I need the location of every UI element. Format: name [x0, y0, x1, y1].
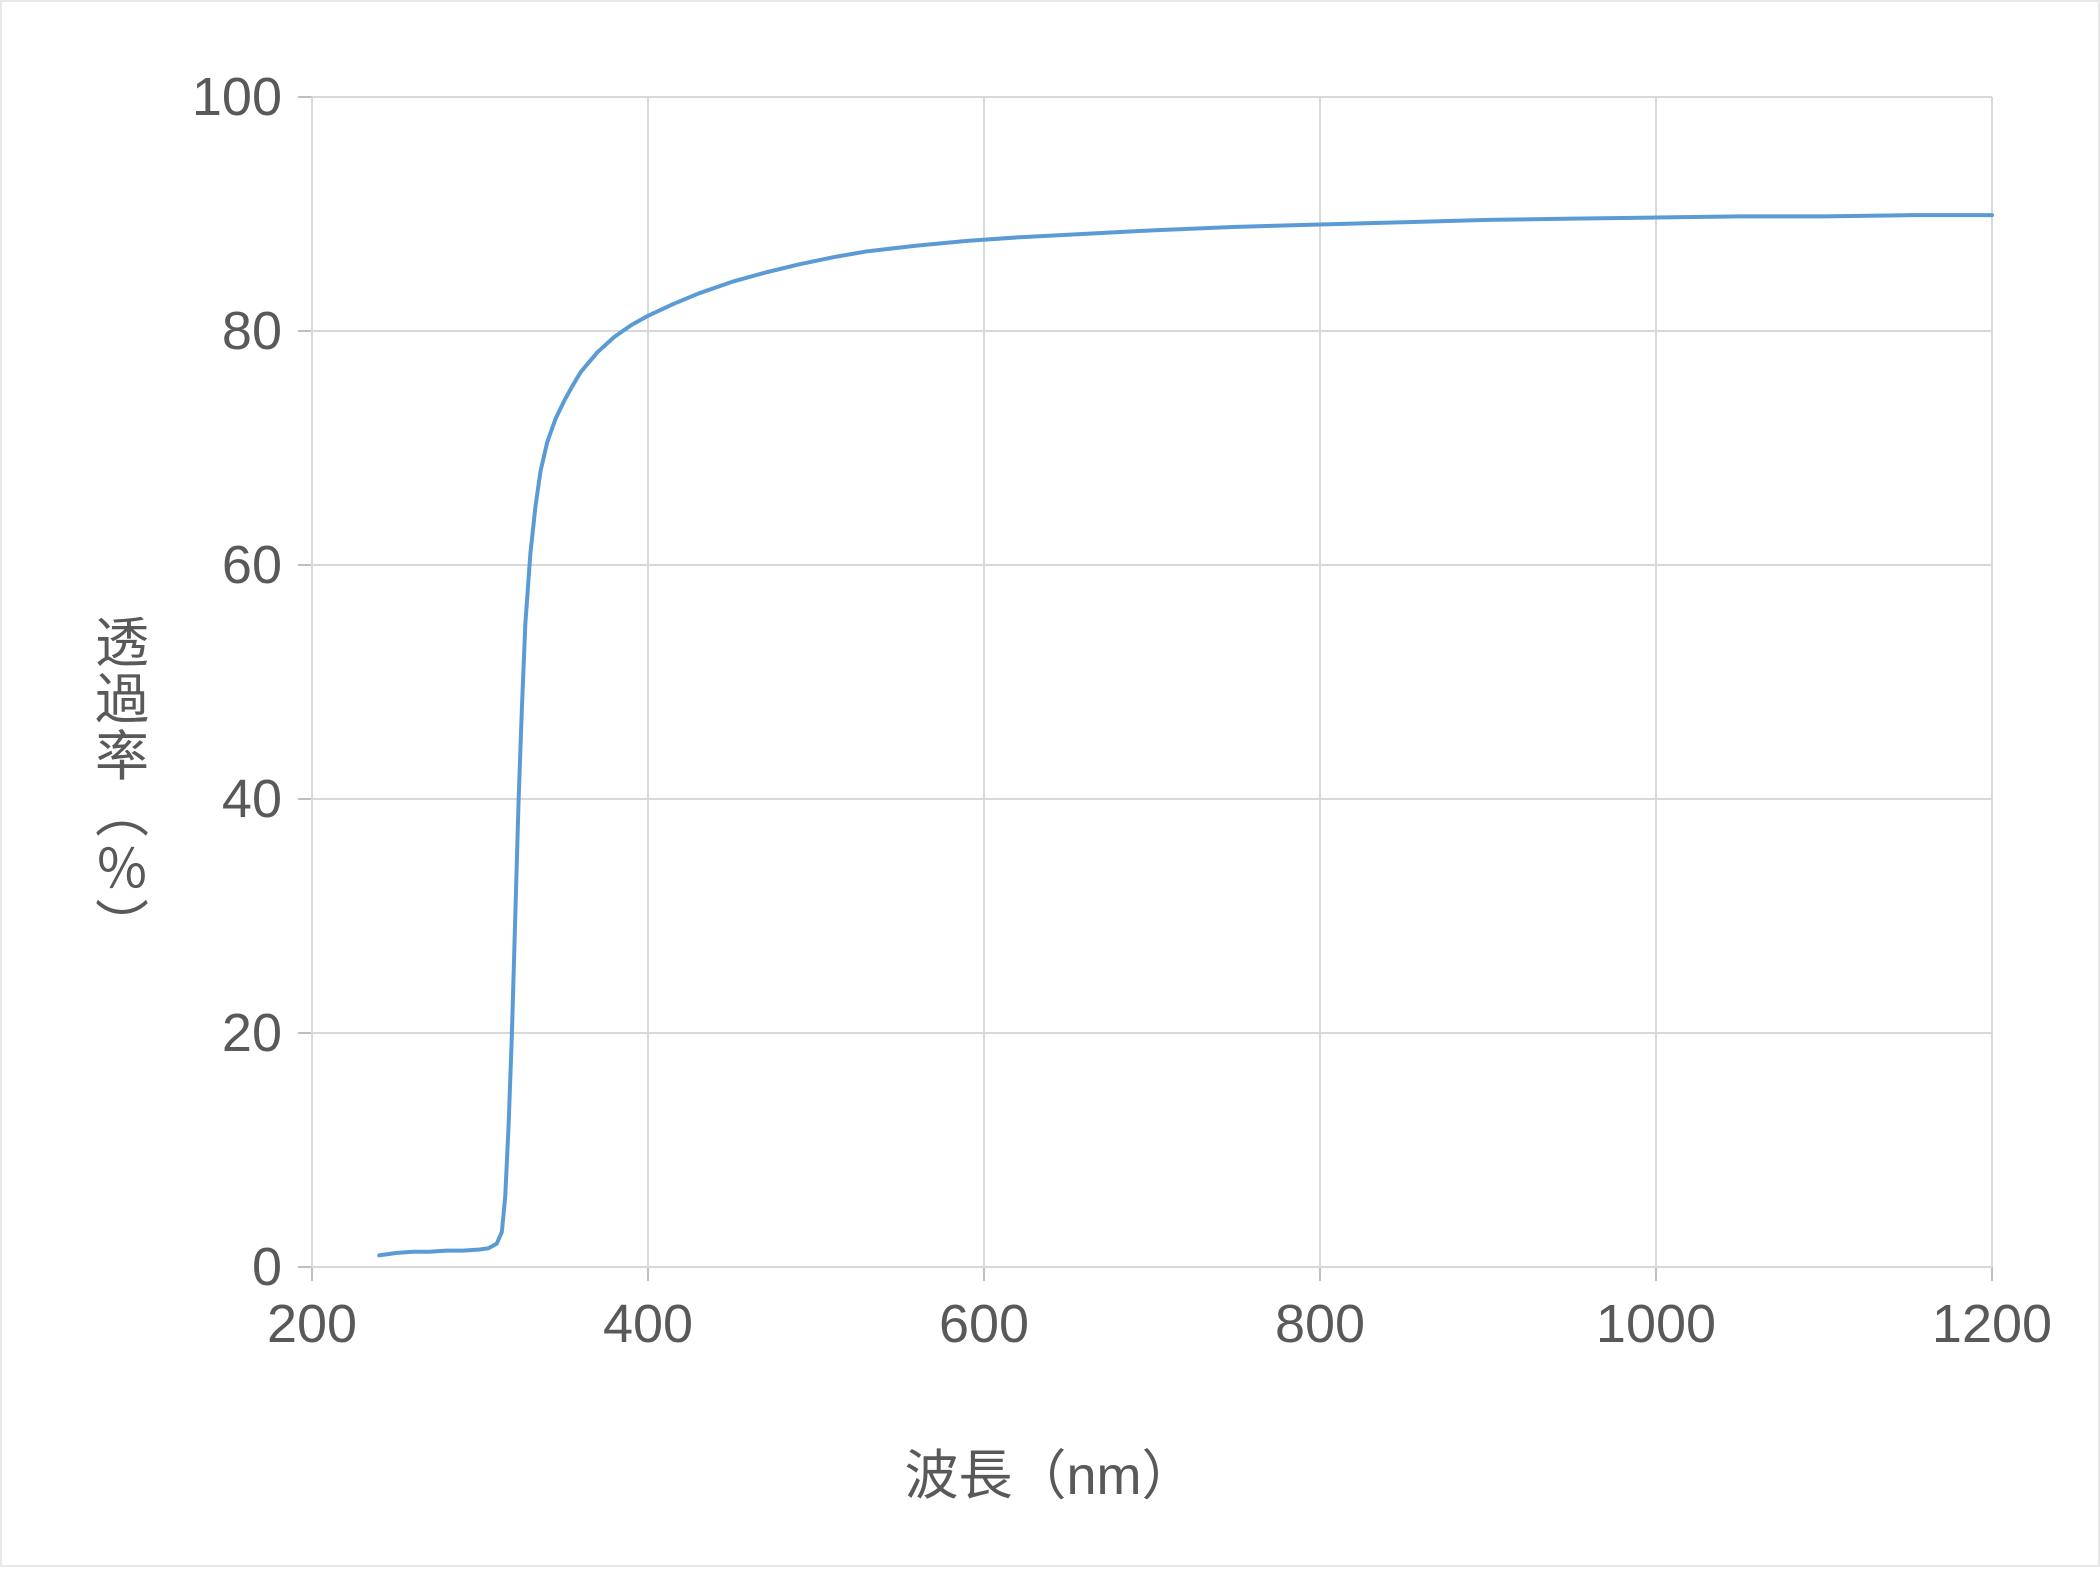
- x-tick-label: 200: [267, 1294, 357, 1354]
- y-tick-label: 40: [222, 769, 282, 829]
- y-tick-label: 80: [222, 301, 282, 361]
- x-tick-label: 600: [939, 1294, 1029, 1354]
- y-tick-label: 100: [192, 67, 282, 127]
- chart-container: 20040060080010001200020406080100 透過率（％） …: [0, 0, 2100, 1567]
- y-tick-label: 0: [252, 1237, 282, 1297]
- x-tick-label: 400: [603, 1294, 693, 1354]
- x-tick-label: 800: [1275, 1294, 1365, 1354]
- y-tick-label: 20: [222, 1003, 282, 1063]
- x-tick-label: 1000: [1596, 1294, 1716, 1354]
- chart: 20040060080010001200020406080100 透過率（％） …: [2, 2, 2098, 1565]
- x-axis-label: 波長（nm）: [904, 1431, 1195, 1510]
- y-axis-label: 透過率（％）: [78, 613, 157, 953]
- data-line: [379, 215, 1992, 1255]
- x-tick-label: 1200: [1932, 1294, 2052, 1354]
- y-tick-label: 60: [222, 535, 282, 595]
- chart-svg: 200 400 600 800 1000 1200 0 20 40 60 80 100: [2, 2, 2100, 1569]
